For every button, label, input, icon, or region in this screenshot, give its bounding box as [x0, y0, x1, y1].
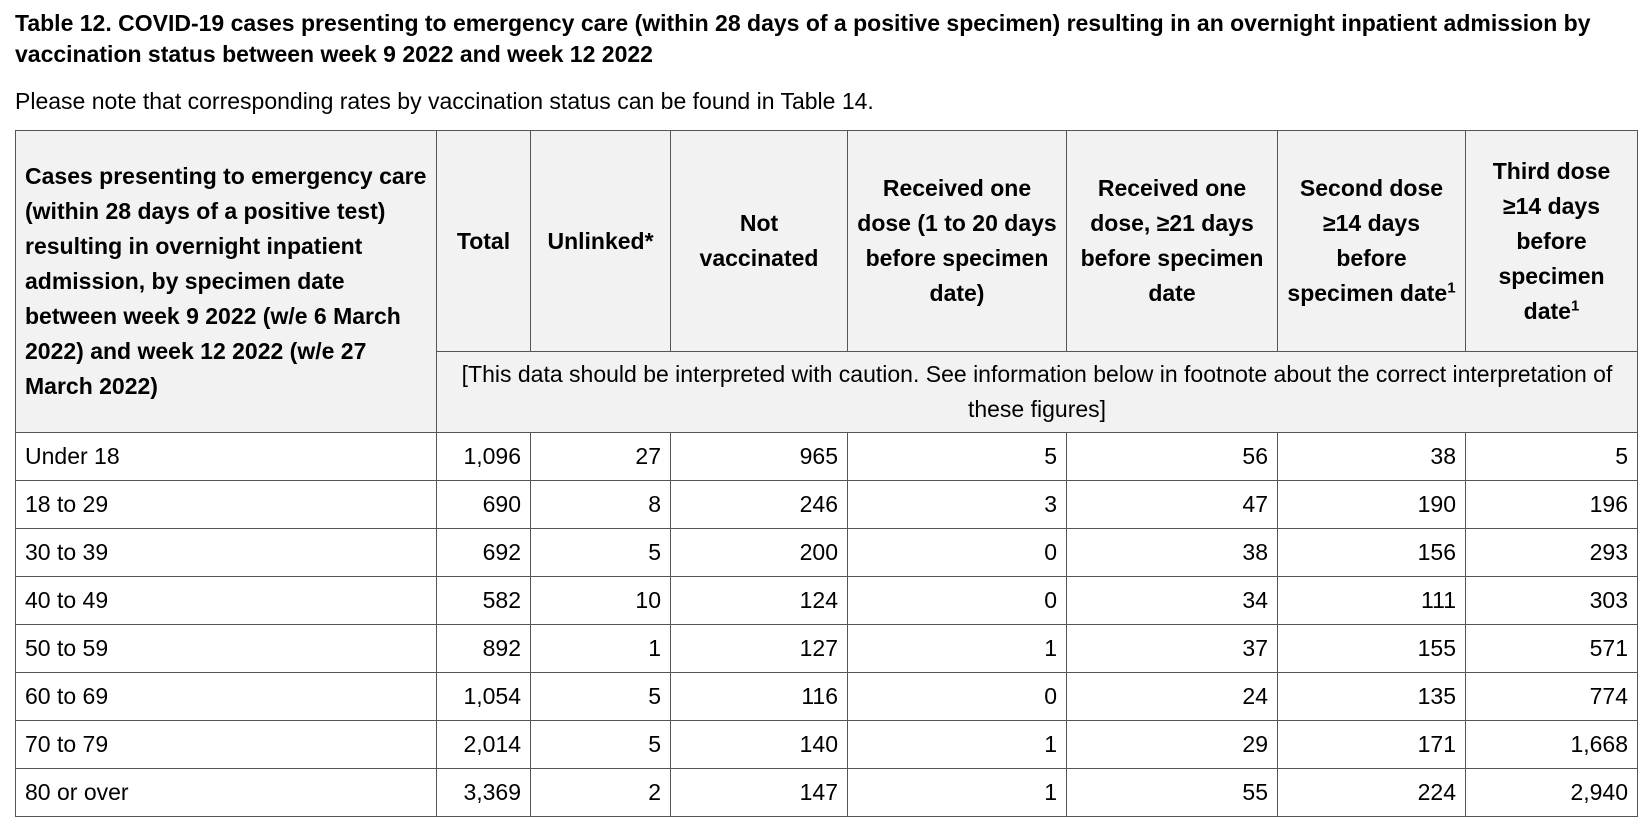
table-title: Table 12. COVID-19 cases presenting to e… — [15, 10, 1591, 67]
cell-value: 171 — [1277, 720, 1466, 769]
caution-note: [This data should be interpreted with ca… — [436, 351, 1638, 433]
header-row: Cases presenting to emergency care (with… — [15, 130, 1638, 433]
cell-value: 111 — [1277, 576, 1466, 625]
cell-value: 37 — [1066, 624, 1278, 673]
data-row: 30 to 39 692 5 200 0 38 156 293 — [15, 528, 1638, 577]
age-group: 18 to 29 — [15, 480, 437, 529]
data-row: 80 or over 3,369 2 147 1 55 224 2,940 — [15, 768, 1638, 817]
column-header-text: Third dose ≥14 days before specimen date — [1492, 157, 1611, 324]
cell-value: 38 — [1066, 528, 1278, 577]
cell-value: 56 — [1066, 432, 1278, 481]
cell-value: 34 — [1066, 576, 1278, 625]
column-header: Total — [436, 130, 531, 352]
cell-value: 690 — [436, 480, 531, 529]
cell-value: 38 — [1277, 432, 1466, 481]
column-header: Third dose ≥14 days before specimen date… — [1465, 130, 1638, 352]
cell-value: 5 — [530, 720, 671, 769]
cell-value: 692 — [436, 528, 531, 577]
cell-value: 155 — [1277, 624, 1466, 673]
cell-value: 190 — [1277, 480, 1466, 529]
cell-value: 2,014 — [436, 720, 531, 769]
cell-value: 1 — [847, 768, 1067, 817]
cell-value: 892 — [436, 624, 531, 673]
cell-value: 582 — [436, 576, 531, 625]
cell-value: 10 — [530, 576, 671, 625]
cell-value: 116 — [670, 672, 848, 721]
cell-value: 2 — [530, 768, 671, 817]
data-row: 40 to 49 582 10 124 0 34 111 303 — [15, 576, 1638, 625]
column-header: Unlinked* — [530, 130, 671, 352]
cell-value: 293 — [1465, 528, 1638, 577]
column-header-text: Second dose ≥14 days before specimen dat… — [1287, 175, 1448, 306]
cell-value: 29 — [1066, 720, 1278, 769]
data-row: 60 to 69 1,054 5 116 0 24 135 774 — [15, 672, 1638, 721]
cell-value: 196 — [1465, 480, 1638, 529]
cell-value: 5 — [847, 432, 1067, 481]
cell-value: 1,096 — [436, 432, 531, 481]
cell-value: 2,940 — [1465, 768, 1638, 817]
cell-value: 303 — [1465, 576, 1638, 625]
column-header-text: Unlinked* — [547, 227, 654, 254]
cell-value: 1,054 — [436, 672, 531, 721]
cell-value: 124 — [670, 576, 848, 625]
cell-value: 246 — [670, 480, 848, 529]
cell-value: 3 — [847, 480, 1067, 529]
column-header-text: Total — [456, 227, 511, 254]
cell-value: 3,369 — [436, 768, 531, 817]
cell-value: 0 — [847, 576, 1067, 625]
cell-value: 55 — [1066, 768, 1278, 817]
cell-value: 8 — [530, 480, 671, 529]
table-head: Cases presenting to emergency care (with… — [15, 130, 1638, 433]
data-row: Under 18 1,096 27 965 5 56 38 5 — [15, 432, 1638, 481]
cell-value: 200 — [670, 528, 848, 577]
column-header: Received one dose (1 to 20 days before s… — [847, 130, 1067, 352]
caution-row: [This data should be interpreted with ca… — [16, 351, 1638, 433]
cell-value: 147 — [670, 768, 848, 817]
cell-value: 5 — [530, 528, 671, 577]
cell-value: 5 — [1465, 432, 1638, 481]
cell-value: 571 — [1465, 624, 1638, 673]
cell-value: 5 — [530, 672, 671, 721]
data-row: 50 to 59 892 1 127 1 37 155 571 — [15, 624, 1638, 673]
data-row: 70 to 79 2,014 5 140 1 29 171 1,668 — [15, 720, 1638, 769]
column-header-text: Received one dose, ≥21 days before speci… — [1080, 175, 1264, 306]
data-row: 18 to 29 690 8 246 3 47 190 196 — [15, 480, 1638, 529]
cell-value: 135 — [1277, 672, 1466, 721]
cell-value: 156 — [1277, 528, 1466, 577]
age-group: 50 to 59 — [15, 624, 437, 673]
cell-value: 0 — [847, 672, 1067, 721]
note: Please note that corresponding rates by … — [15, 88, 874, 114]
age-group: 30 to 39 — [15, 528, 437, 577]
age-group: Under 18 — [15, 432, 437, 481]
cell-value: 0 — [847, 528, 1067, 577]
column-header: Not vaccinated — [670, 130, 848, 352]
cell-value: 1,668 — [1465, 720, 1638, 769]
data-table: Cases presenting to emergency care (with… — [15, 130, 1638, 817]
cell-value: 1 — [847, 624, 1067, 673]
table-body: Under 18 1,096 27 965 5 56 38 5 18 to 29 690 8 246 3… — [15, 432, 1638, 817]
cell-value: 27 — [530, 432, 671, 481]
cell-value: 47 — [1066, 480, 1278, 529]
stub-header: Cases presenting to emergency care (with… — [15, 130, 437, 433]
footnote-mark: 1 — [1570, 296, 1580, 314]
cell-value: 127 — [670, 624, 848, 673]
cell-value: 140 — [670, 720, 848, 769]
age-group: 60 to 69 — [15, 672, 437, 721]
age-group: 70 to 79 — [15, 720, 437, 769]
age-group: 80 or over — [15, 768, 437, 817]
column-header-text: Not vaccinated — [699, 210, 819, 271]
cell-value: 1 — [530, 624, 671, 673]
column-header: Received one dose, ≥21 days before speci… — [1066, 130, 1278, 352]
footnote-mark: 1 — [1447, 279, 1456, 297]
cell-value: 24 — [1066, 672, 1278, 721]
cell-value: 774 — [1465, 672, 1638, 721]
cell-value: 1 — [847, 720, 1067, 769]
cell-value: 224 — [1277, 768, 1466, 817]
column-header-text: Received one dose (1 to 20 days before s… — [857, 175, 1057, 306]
age-group: 40 to 49 — [15, 576, 437, 625]
cell-value: 965 — [670, 432, 848, 481]
column-header: Second dose ≥14 days before specimen dat… — [1277, 130, 1466, 352]
